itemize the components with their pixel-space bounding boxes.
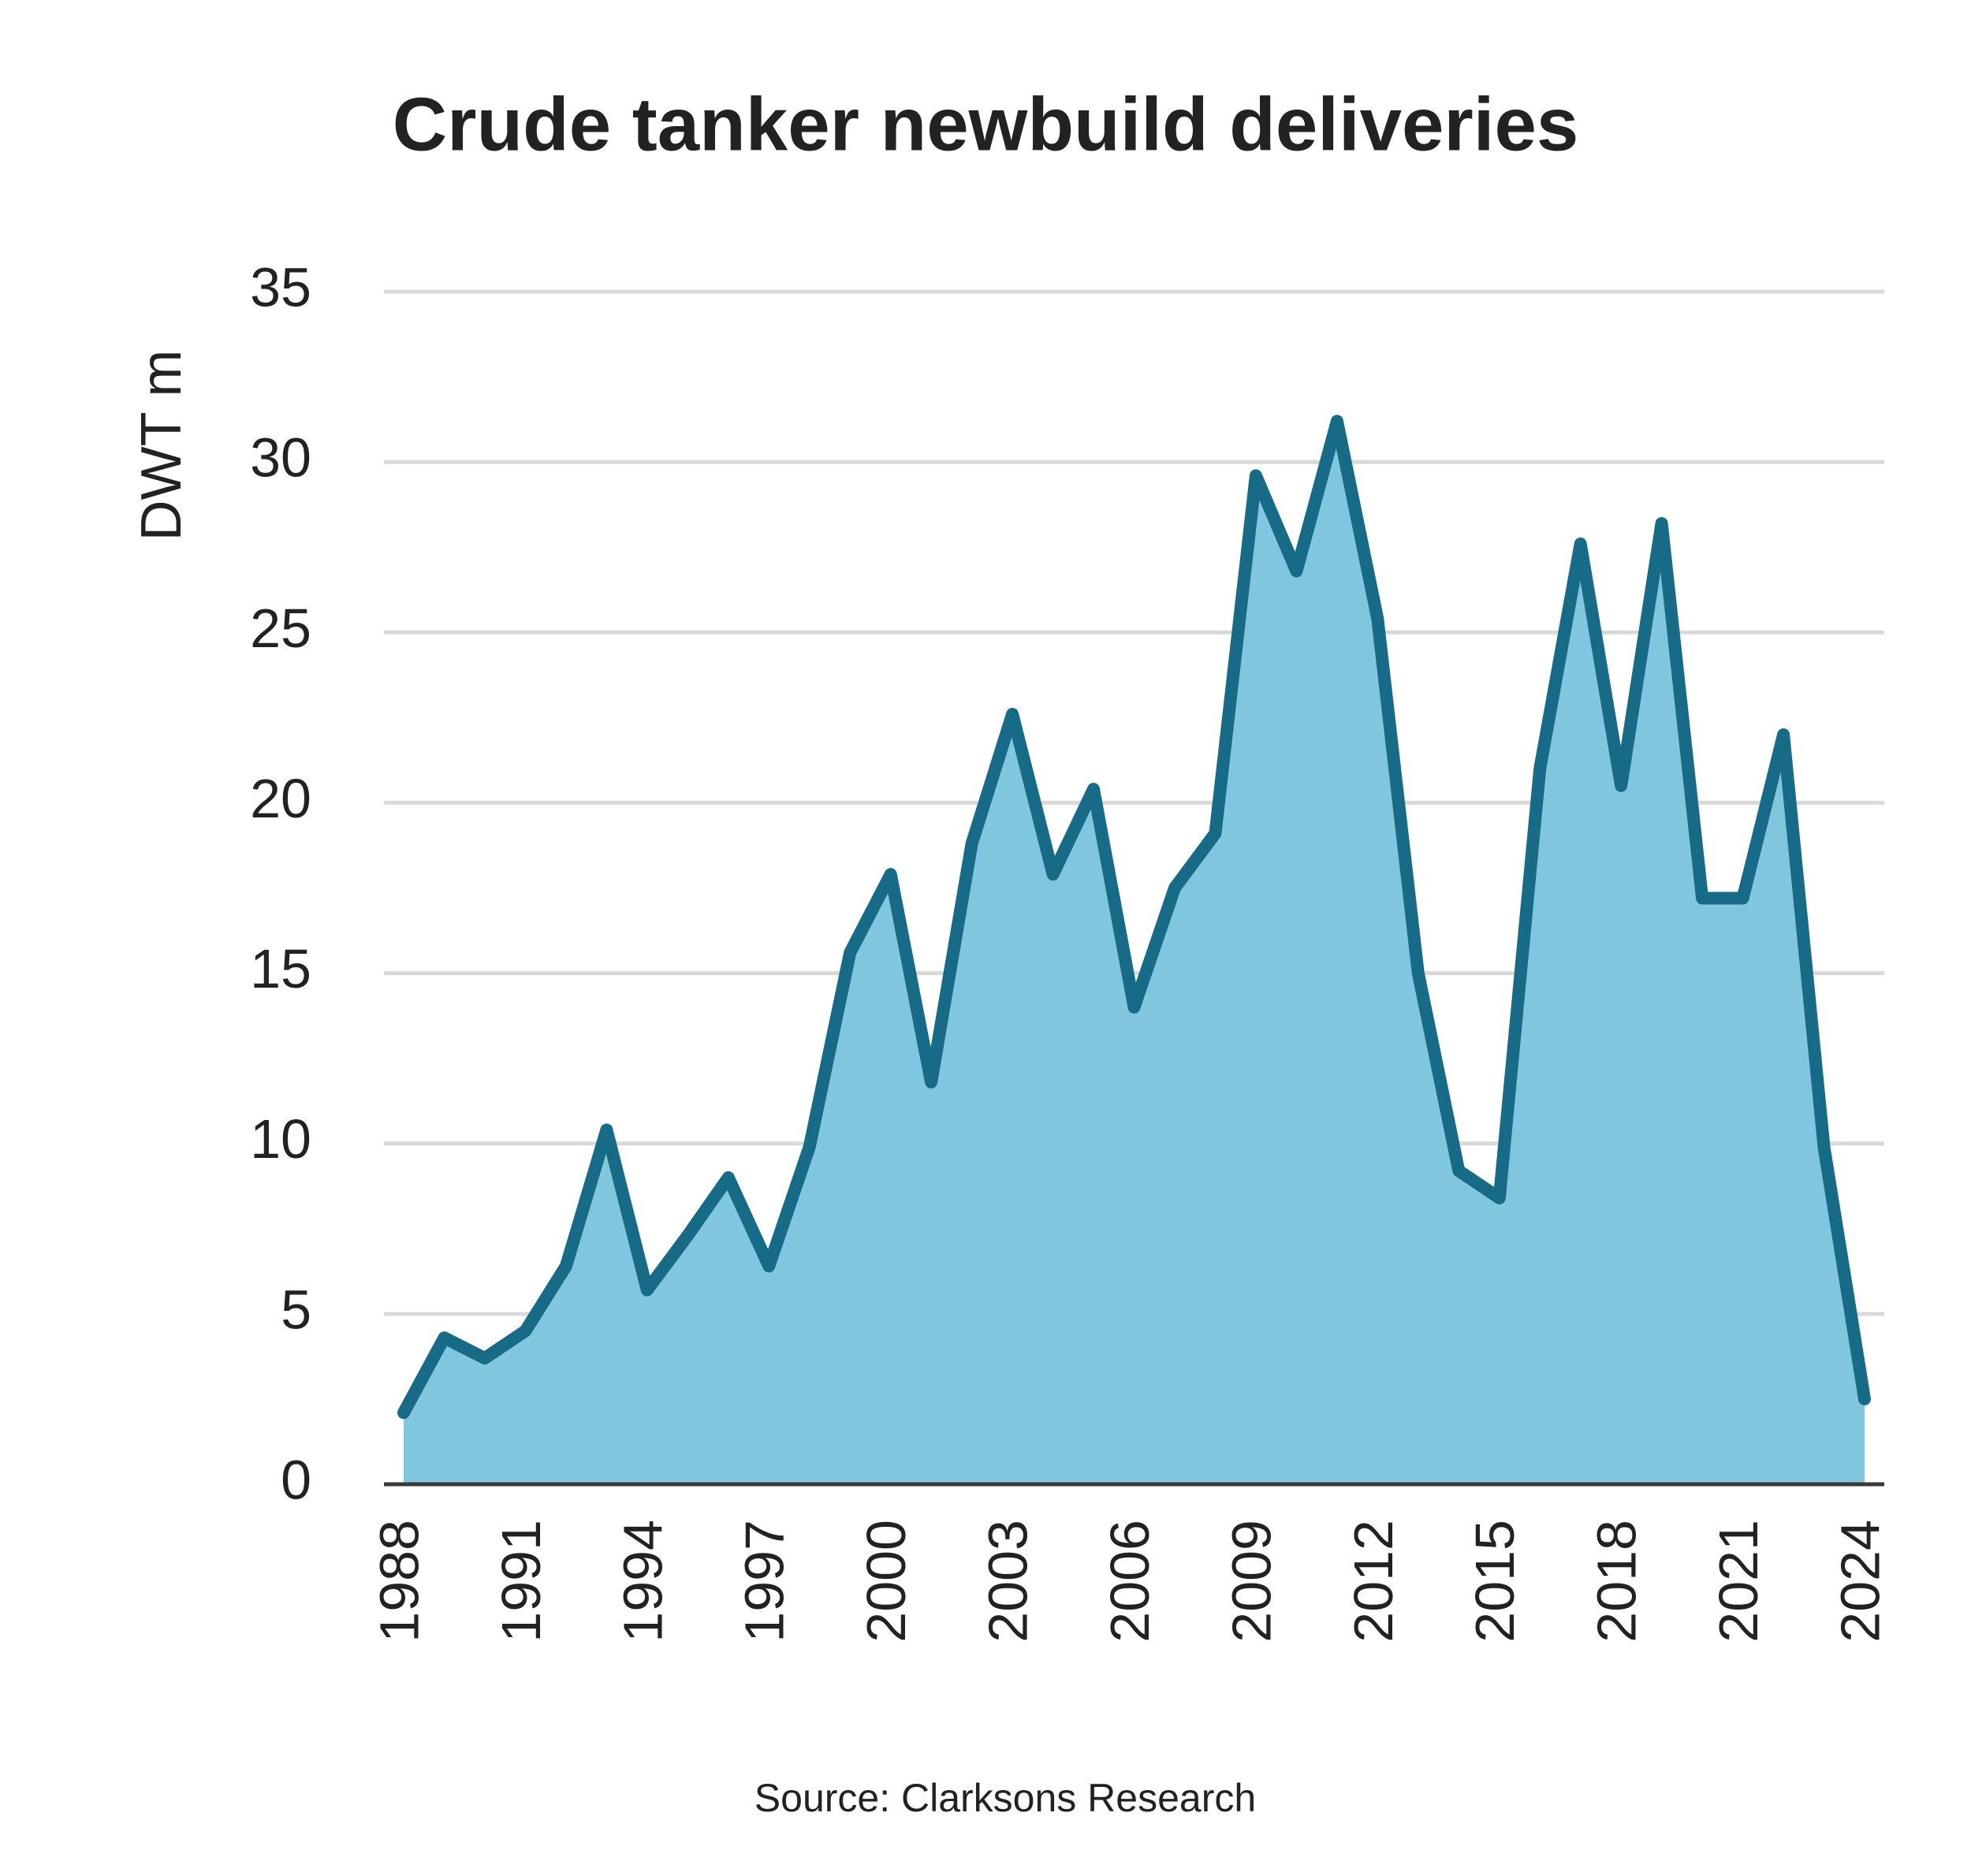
x-tick-label: 1991	[490, 1520, 552, 1643]
x-tick-label: 2009	[1220, 1520, 1282, 1643]
y-tick-label: 0	[281, 1449, 311, 1510]
x-tick-label: 1994	[612, 1520, 673, 1643]
x-tick-label: 2006	[1099, 1520, 1161, 1643]
x-tick-label: 2015	[1464, 1520, 1526, 1643]
y-tick-label: 5	[281, 1279, 311, 1340]
area-fill	[404, 421, 1865, 1484]
series-line	[397, 415, 1871, 1420]
source-note: Source: Clarksons Research	[754, 1776, 1256, 1820]
x-tick-label: 2021	[1708, 1520, 1769, 1643]
y-tick-label: 20	[250, 768, 311, 829]
x-tick-label: 2024	[1829, 1520, 1891, 1643]
y-tick-label: 25	[250, 597, 311, 659]
y-tick-label: 15	[250, 938, 311, 999]
x-tick-label: 1988	[368, 1520, 430, 1643]
x-tick-label: 2000	[855, 1520, 917, 1643]
y-tick-label: 30	[250, 427, 311, 489]
x-tick-label: 2012	[1343, 1520, 1404, 1643]
y-tick-label: 10	[250, 1108, 311, 1170]
chart-title: Crude tanker newbuild deliveries	[393, 82, 1578, 166]
y-axis-label: DWT m	[130, 350, 193, 542]
y-tick-label: 35	[250, 256, 311, 318]
x-tick-label: 2003	[978, 1520, 1039, 1643]
x-tick-label: 1997	[734, 1520, 795, 1643]
x-tick-label: 2018	[1586, 1520, 1648, 1643]
